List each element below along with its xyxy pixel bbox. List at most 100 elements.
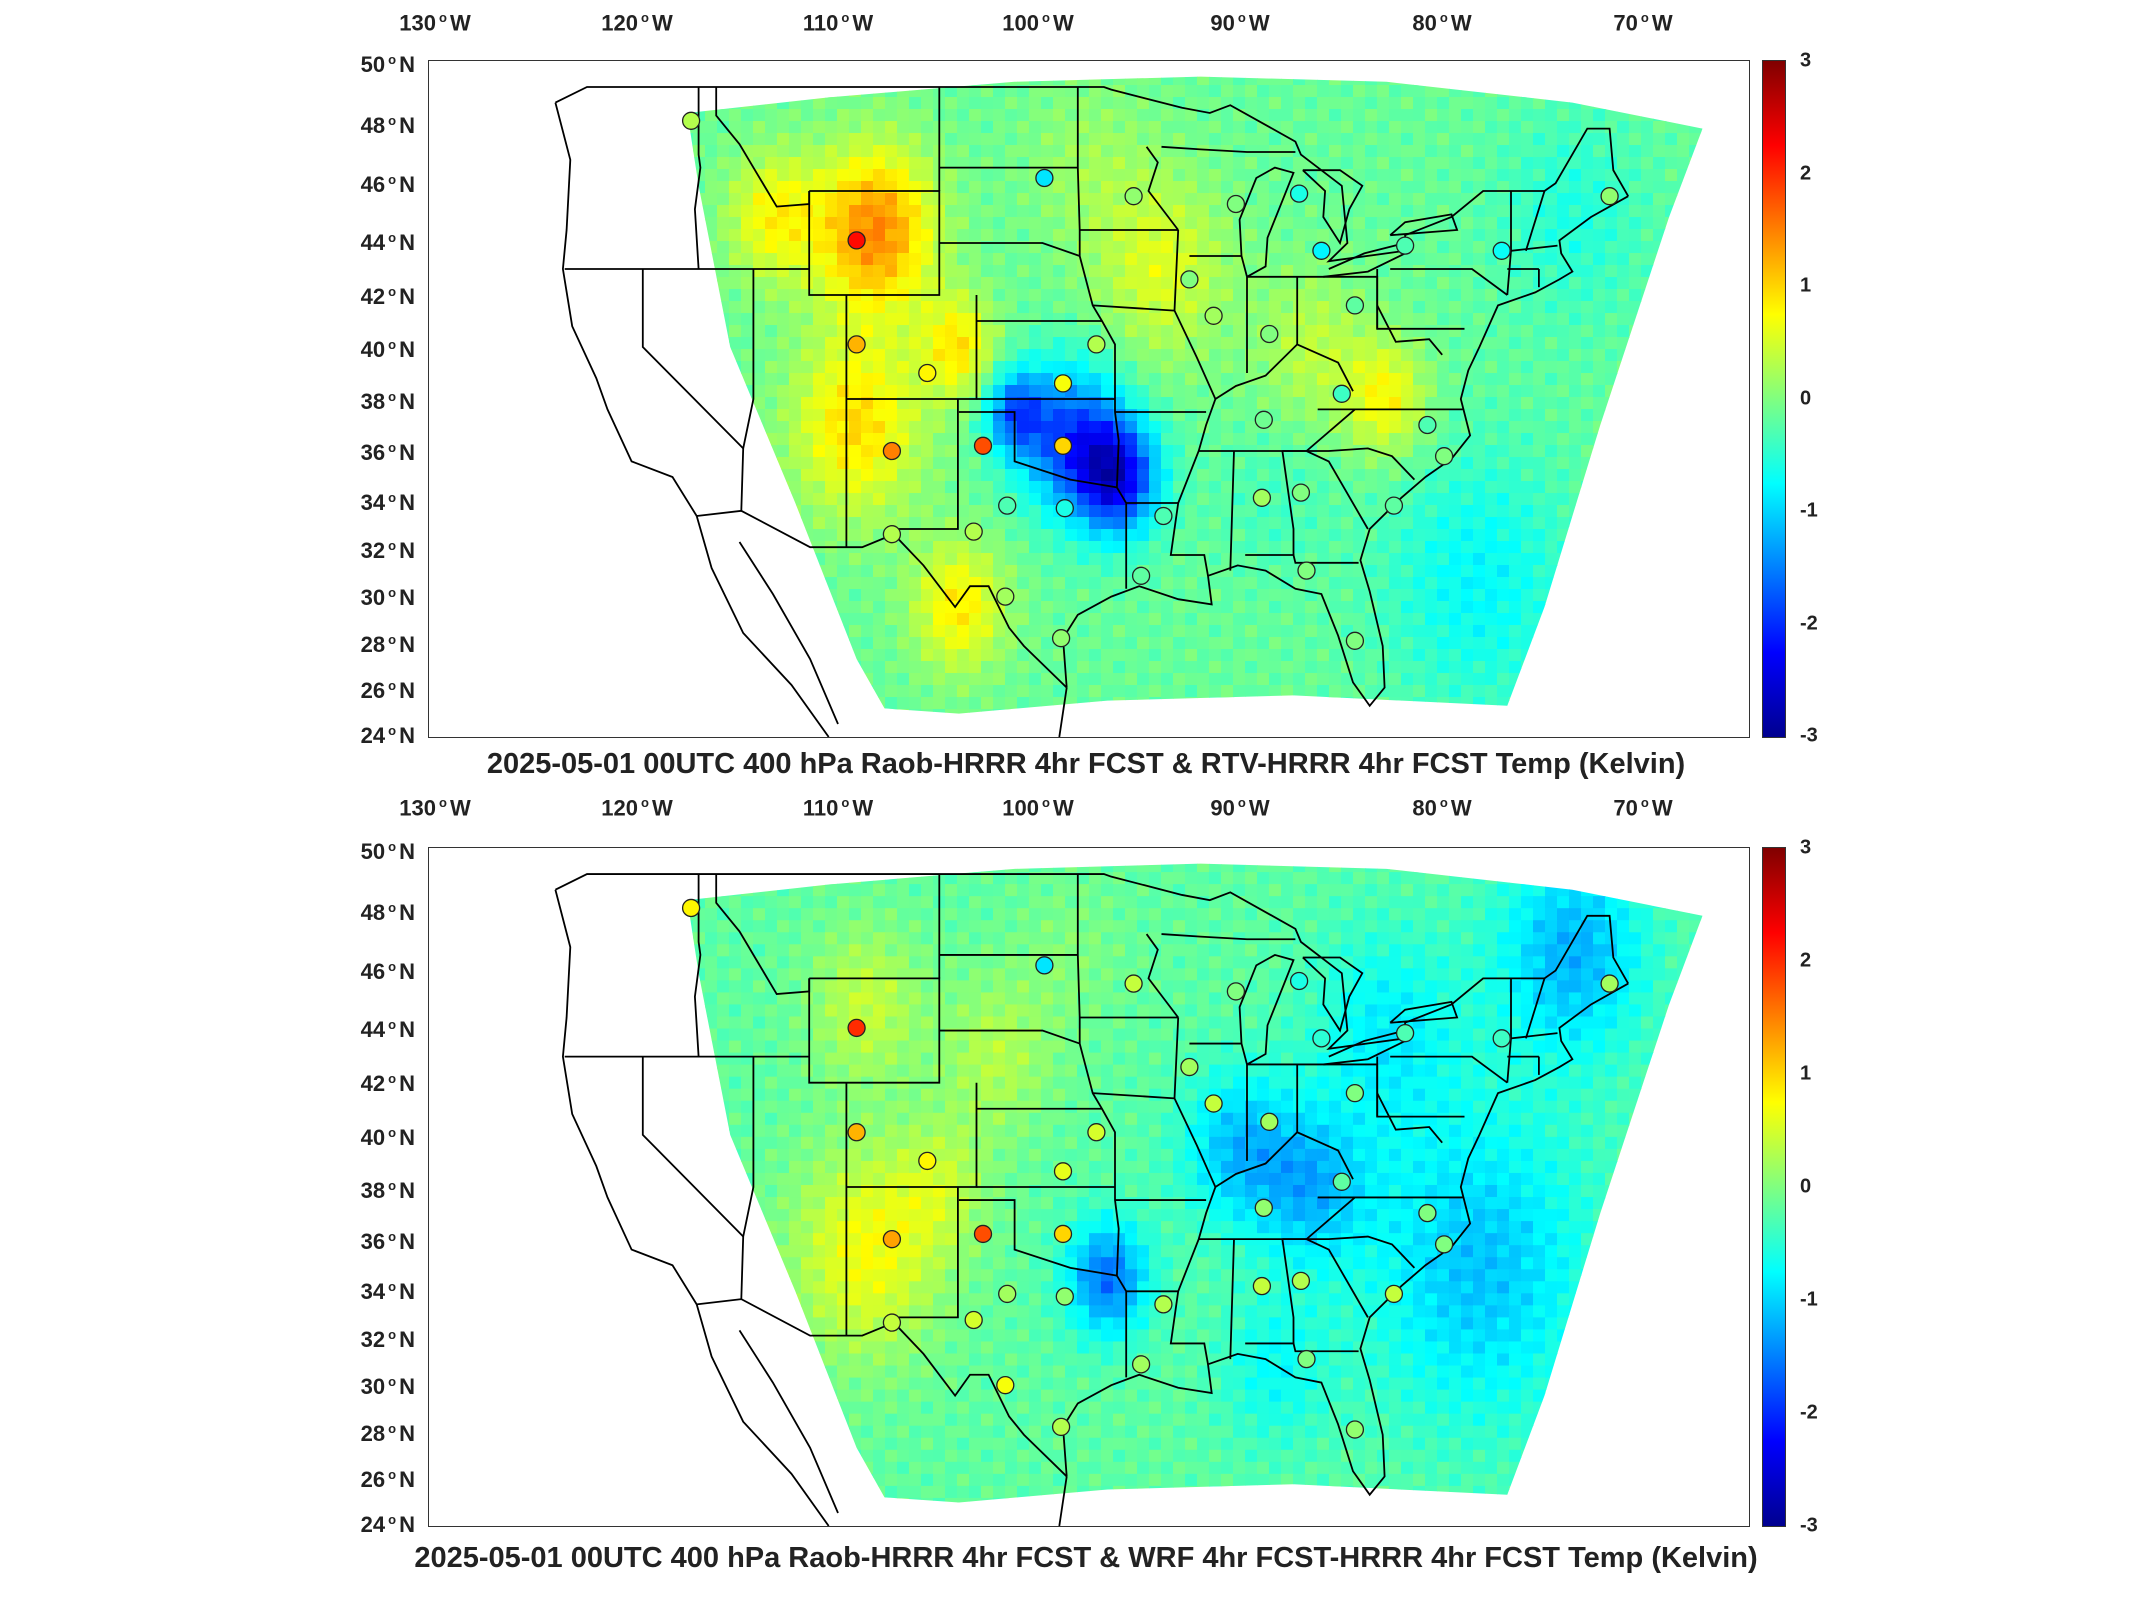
raob-station-marker[interactable] — [847, 231, 866, 250]
raob-station-marker[interactable] — [1053, 374, 1073, 393]
raob-station-marker[interactable] — [1345, 296, 1365, 315]
raob-station-marker[interactable] — [1345, 631, 1365, 650]
raob-station-marker[interactable] — [1053, 1162, 1073, 1181]
raob-station-marker[interactable] — [1395, 236, 1415, 255]
raob-station-marker[interactable] — [998, 1284, 1017, 1304]
raob-station-marker[interactable] — [1297, 1349, 1316, 1369]
raob-station-marker[interactable] — [1289, 971, 1309, 991]
raob-station-marker[interactable] — [1332, 384, 1351, 403]
lat-tick-label: 42 o N — [360, 1070, 415, 1097]
raob-station-marker[interactable] — [1087, 335, 1106, 354]
raob-station-marker[interactable] — [847, 335, 866, 354]
border-line — [1525, 978, 1546, 1039]
raob-station-marker[interactable] — [1345, 1420, 1365, 1439]
raob-station-marker[interactable] — [1055, 1287, 1074, 1306]
map-area[interactable] — [428, 60, 1750, 738]
raob-station-marker[interactable] — [1131, 566, 1151, 585]
border-line — [1376, 304, 1443, 356]
border-line — [808, 190, 941, 296]
raob-station-marker[interactable] — [1395, 1023, 1415, 1043]
raob-station-marker[interactable] — [1291, 1271, 1311, 1291]
lat-tick-label: 44 o N — [360, 1016, 415, 1043]
raob-station-marker[interactable] — [882, 1313, 902, 1332]
raob-station-marker[interactable] — [1312, 1029, 1331, 1048]
temperature-difference-field — [687, 76, 1703, 714]
raob-station-marker[interactable] — [1289, 184, 1309, 203]
raob-station-marker[interactable] — [1226, 194, 1246, 214]
raob-station-marker[interactable] — [1051, 629, 1071, 648]
raob-station-marker[interactable] — [1254, 1198, 1273, 1218]
colorbar-tick-label: 0 — [1800, 387, 1812, 410]
raob-station-marker[interactable] — [1434, 447, 1454, 466]
raob-station-marker[interactable] — [1124, 187, 1143, 206]
border-line — [939, 242, 1080, 257]
raob-station-marker[interactable] — [1312, 241, 1331, 260]
border-line — [715, 87, 811, 208]
raob-station-marker[interactable] — [1124, 974, 1143, 993]
raob-station-marker[interactable] — [1384, 1284, 1404, 1304]
border-line — [1145, 933, 1179, 1019]
raob-station-marker[interactable] — [1418, 415, 1437, 435]
raob-station-marker[interactable] — [1035, 168, 1054, 188]
raob-station-marker[interactable] — [681, 898, 701, 918]
raob-station-marker[interactable] — [973, 1224, 993, 1244]
raob-station-marker[interactable] — [918, 363, 937, 383]
raob-station-marker[interactable] — [882, 525, 902, 544]
raob-station-marker[interactable] — [996, 1376, 1015, 1395]
raob-station-marker[interactable] — [1434, 1235, 1454, 1254]
raob-station-marker[interactable] — [1345, 1083, 1365, 1103]
raob-station-marker[interactable] — [1600, 187, 1619, 206]
raob-station-marker[interactable] — [847, 1018, 866, 1038]
raob-station-marker[interactable] — [1055, 499, 1074, 518]
raob-station-marker[interactable] — [882, 1229, 902, 1249]
raob-station-marker[interactable] — [973, 436, 993, 455]
raob-station-marker[interactable] — [964, 522, 983, 541]
raob-station-marker[interactable] — [996, 587, 1015, 606]
raob-station-marker[interactable] — [1252, 1276, 1272, 1296]
border-line — [1169, 229, 1217, 576]
raob-station-marker[interactable] — [1492, 241, 1511, 260]
border-line — [696, 509, 1068, 689]
border-line — [1198, 408, 1463, 452]
border-line — [1376, 1092, 1443, 1144]
raob-station-marker[interactable] — [1204, 1094, 1223, 1113]
raob-station-marker[interactable] — [1260, 324, 1279, 344]
raob-station-marker[interactable] — [1053, 1224, 1073, 1244]
lon-tick-label: 70 o W — [1613, 795, 1673, 821]
raob-station-marker[interactable] — [1254, 410, 1273, 429]
colorbar-tick-label: -1 — [1800, 499, 1818, 522]
raob-station-marker[interactable] — [1384, 496, 1404, 515]
raob-station-marker[interactable] — [1492, 1029, 1511, 1048]
raob-station-marker[interactable] — [918, 1151, 937, 1171]
raob-station-marker[interactable] — [1154, 506, 1173, 526]
raob-station-marker[interactable] — [1180, 1057, 1199, 1077]
raob-station-marker[interactable] — [1087, 1123, 1106, 1142]
raob-station-marker[interactable] — [1180, 270, 1199, 289]
raob-station-marker[interactable] — [847, 1123, 866, 1142]
raob-station-marker[interactable] — [998, 496, 1017, 515]
raob-station-marker[interactable] — [1204, 306, 1223, 325]
raob-station-marker[interactable] — [1051, 1417, 1071, 1437]
raob-station-marker[interactable] — [1035, 956, 1054, 975]
raob-station-marker[interactable] — [1297, 561, 1316, 580]
raob-station-marker[interactable] — [1131, 1355, 1151, 1374]
raob-station-marker[interactable] — [882, 441, 902, 461]
raob-station-marker[interactable] — [1053, 436, 1073, 455]
raob-station-marker[interactable] — [964, 1310, 983, 1330]
raob-station-marker[interactable] — [1252, 488, 1272, 507]
raob-station-marker[interactable] — [1332, 1172, 1351, 1191]
border-line — [845, 1082, 978, 1188]
raob-station-marker[interactable] — [1260, 1112, 1279, 1131]
raob-station-marker[interactable] — [681, 111, 701, 130]
lat-tick-label: 36 o N — [360, 1228, 415, 1255]
raob-station-marker[interactable] — [1154, 1295, 1173, 1314]
lat-tick-label: 26 o N — [360, 677, 415, 704]
lat-tick-label: 50 o N — [360, 838, 415, 865]
raob-station-marker[interactable] — [1600, 974, 1619, 993]
border-line — [1058, 1476, 1068, 1526]
raob-station-marker[interactable] — [1226, 982, 1246, 1001]
raob-station-marker[interactable] — [1291, 483, 1311, 502]
raob-station-marker[interactable] — [1418, 1203, 1437, 1223]
colorbar-tick-label: 1 — [1800, 1062, 1812, 1085]
map-area[interactable] — [428, 847, 1750, 1527]
